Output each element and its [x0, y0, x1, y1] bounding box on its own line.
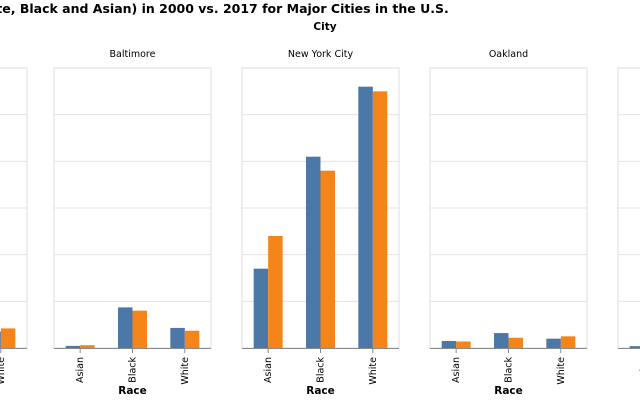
bar-black-series-1: [320, 170, 335, 348]
bar-white-series-0: [546, 338, 561, 348]
bar-asian-series-1: [268, 236, 283, 348]
x-axis-title: Race: [494, 385, 523, 397]
bar-asian-series-0: [65, 345, 81, 348]
x-tick-label-white: White: [368, 357, 379, 385]
bar-white-series-1: [0, 328, 16, 348]
facet-new-york-city: New York City Asian Black White Race: [241, 49, 400, 397]
bar-black-series-0: [306, 156, 321, 348]
chart-title: ite, Black and Asian) in 2000 vs. 2017 f…: [0, 1, 449, 16]
x-tick-label-asian: Asian: [75, 357, 86, 383]
bar-black-series-1: [132, 310, 147, 348]
bar-white-series-0: [358, 86, 373, 349]
facet-label: New York City: [288, 49, 354, 60]
x-tick-label-white: White: [0, 357, 7, 385]
bar-asian-series-1: [80, 345, 95, 348]
facet-baltimore: Baltimore Asian Black White Race: [53, 49, 212, 397]
x-tick-label-black: Black: [316, 357, 327, 383]
bar-asian-series-0: [629, 346, 640, 348]
facets-group: AsianBlackWhiteRaceBaltimoreAsianBlackWh…: [0, 49, 640, 397]
x-tick-label-black: Black: [128, 357, 139, 383]
bar-white-series-1: [560, 336, 576, 348]
bar-asian-series-1: [456, 341, 471, 348]
bar-asian-series-0: [253, 268, 269, 348]
x-tick-label-white: White: [180, 357, 191, 385]
bar-white-series-1: [184, 330, 200, 348]
x-tick-label-asian: Asian: [263, 357, 274, 383]
facet-label: Baltimore: [110, 49, 156, 60]
x-tick-label-black: Black: [504, 357, 515, 383]
x-axis-title: Race: [306, 385, 335, 397]
bar-white-series-1: [372, 91, 388, 348]
x-axis-title: Race: [118, 385, 147, 397]
x-tick-label-asian: Asian: [451, 357, 462, 383]
bar-white-series-0: [0, 331, 1, 348]
bar-black-series-0: [118, 307, 133, 348]
bar-white-series-0: [170, 327, 185, 348]
facet-oakland: Oakland Asian Black White Race: [429, 49, 588, 397]
bar-black-series-0: [494, 333, 509, 348]
facet-label: Oakland: [489, 49, 528, 60]
bar-asian-series-0: [441, 341, 457, 348]
bar-black-series-1: [508, 337, 523, 348]
facet-header-title: City: [313, 21, 336, 33]
x-tick-label-white: White: [556, 357, 567, 385]
